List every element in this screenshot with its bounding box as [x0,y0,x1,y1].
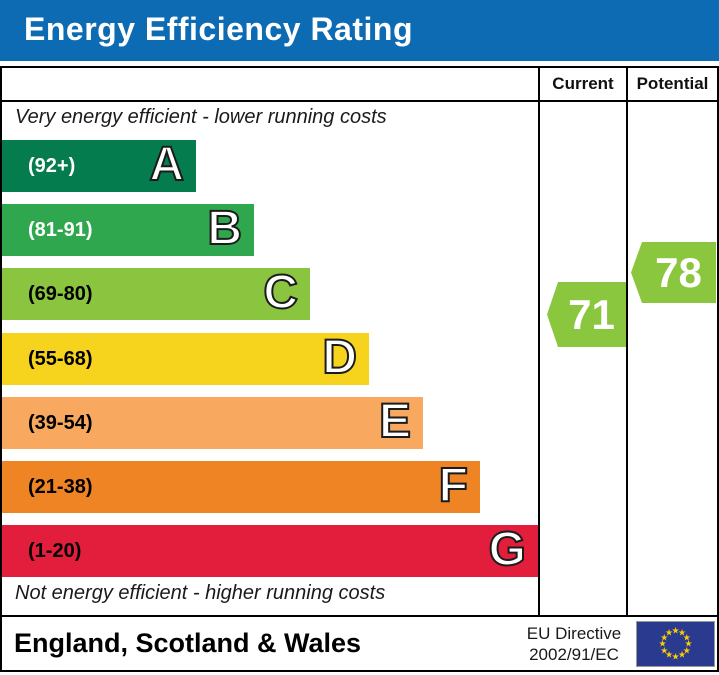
band-d: (55-68) D [2,331,369,385]
eu-flag-icon: ★ ★ ★ ★ ★ ★ ★ ★ ★ ★ ★ ★ [636,621,715,667]
page-title: Energy Efficiency Rating [24,11,413,47]
eu-flag-star: ★ [682,645,691,655]
top-note: Very energy efficient - lower running co… [15,106,387,128]
band-b-letter: B [206,202,243,255]
title-bar: Energy Efficiency Rating [0,0,719,61]
column-divider-current [538,68,540,615]
potential-rating-arrow: 78 [631,242,716,303]
eu-directive-line1: EU Directive [526,624,622,643]
eu-flag-star: ★ [684,638,693,649]
band-b: (81-91) B [2,202,254,256]
eu-flag-star: ★ [660,632,669,642]
band-c-letter: C [262,266,299,319]
band-b-range: (81-91) [28,219,93,241]
eu-flag-star: ★ [677,627,687,638]
band-c: (69-80) C [2,266,310,320]
eu-directive-line2: 2002/91/EC [529,645,619,664]
footer-bar: England, Scotland & Wales EU Directive 2… [0,617,719,672]
rating-table: Current Potential Very energy efficient … [0,66,719,617]
band-a-range: (92+) [28,155,76,177]
band-g-letter: G [488,523,527,576]
eu-flag-star: ★ [671,625,680,636]
band-e: (39-54) E [2,395,423,449]
band-g-range: (1-20) [28,540,82,562]
eu-flag-star: ★ [658,638,667,649]
band-e-range: (39-54) [28,412,93,434]
eu-directive-label: EU Directive 2002/91/EC [520,623,628,665]
potential-column-header: Potential [636,74,709,93]
region-label: England, Scotland & Wales [14,628,362,658]
band-f-range: (21-38) [28,476,93,498]
eu-flag-star: ★ [664,649,674,660]
eu-flag-star: ★ [677,649,687,660]
header-divider [2,100,717,102]
eu-flag-star: ★ [660,645,669,655]
eu-flag-star: ★ [664,627,674,638]
column-divider-potential [626,68,628,615]
band-a-letter: A [148,138,185,191]
band-f-letter: F [438,459,469,512]
eu-flag-star: ★ [682,632,691,642]
current-rating-arrow: 71 [547,282,626,347]
band-f: (21-38) F [2,459,480,513]
current-column-header: Current [552,74,614,93]
band-c-range: (69-80) [28,283,93,305]
eu-flag-star: ★ [671,651,680,662]
band-d-letter: D [321,331,358,384]
band-a: (92+) A [2,138,196,192]
band-e-letter: E [378,395,412,448]
bottom-note: Not energy efficient - higher running co… [15,582,386,604]
band-g: (1-20) G [2,523,538,577]
band-d-range: (55-68) [28,348,93,370]
